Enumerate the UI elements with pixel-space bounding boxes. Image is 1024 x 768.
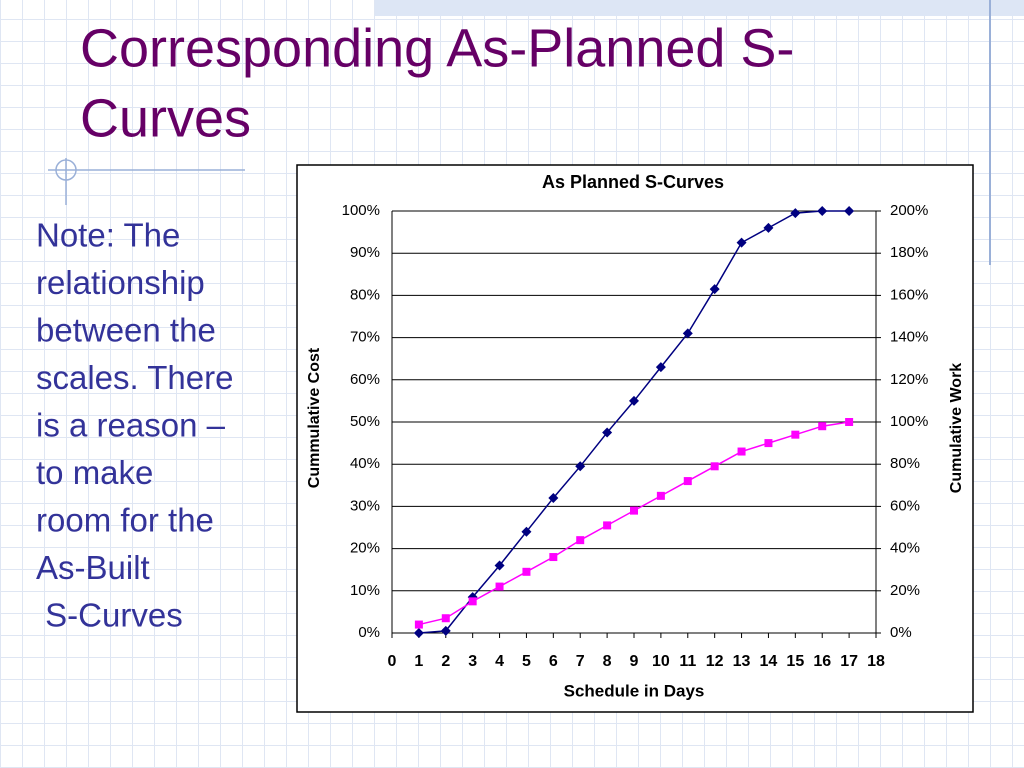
x-axis-label: Schedule in Days <box>564 681 705 700</box>
x-tick-label: 6 <box>549 653 558 670</box>
marker <box>576 536 585 545</box>
y2-tick-label: 20% <box>890 582 920 599</box>
marker <box>495 582 504 591</box>
marker <box>603 521 612 530</box>
marker <box>494 560 505 571</box>
x-tick-label: 9 <box>630 653 639 670</box>
y-tick-label: 20% <box>350 540 380 557</box>
marker <box>413 628 424 638</box>
marker <box>683 477 692 486</box>
x-tick-label: 17 <box>840 653 858 670</box>
note-text: scales. There <box>36 359 233 396</box>
marker <box>548 492 559 503</box>
note-text: S-Curves <box>36 597 183 634</box>
y-tick-label: 50% <box>350 413 380 430</box>
marker <box>522 567 531 576</box>
marker <box>817 206 828 216</box>
x-tick-label: 10 <box>652 653 670 670</box>
x-tick-label: 2 <box>441 653 450 670</box>
y-tick-label: 10% <box>350 582 380 599</box>
marker <box>737 447 746 456</box>
x-tick-label: 8 <box>603 653 612 670</box>
x-tick-label: 11 <box>679 653 696 670</box>
marker <box>629 395 639 406</box>
marker <box>791 430 800 439</box>
y2-tick-label: 140% <box>890 329 928 346</box>
note-text: to make <box>36 454 153 491</box>
x-tick-label: 18 <box>867 653 885 670</box>
marker <box>710 462 719 471</box>
chart-title: As Planned S-Curves <box>542 172 724 192</box>
x-tick-label: 5 <box>522 653 531 670</box>
y2-tick-label: 100% <box>890 413 928 430</box>
x-tick-label: 0 <box>388 653 397 670</box>
marker <box>845 418 854 426</box>
y-axis-label: Cummulative Cost <box>306 347 323 488</box>
chart-frame <box>296 164 974 713</box>
marker <box>575 461 586 472</box>
marker <box>630 506 638 515</box>
decor-band <box>375 0 1024 16</box>
marker <box>818 422 827 431</box>
slide-title: Corresponding As-Planned S- <box>80 18 794 78</box>
note-text: Note: The <box>36 217 180 254</box>
marker <box>656 491 665 500</box>
marker <box>602 427 613 438</box>
y2-tick-label: 0% <box>890 624 912 641</box>
marker <box>844 206 855 216</box>
note-text: As-Built <box>36 549 150 586</box>
y2-tick-label: 40% <box>890 540 920 557</box>
y2-axis-label: Cumulative Work <box>948 363 965 494</box>
marker <box>549 553 558 562</box>
marker <box>764 439 773 448</box>
marker <box>414 620 423 629</box>
y2-tick-label: 80% <box>890 455 920 472</box>
slide-title: Curves <box>80 88 251 148</box>
x-tick-label: 13 <box>733 653 751 670</box>
marker <box>682 328 693 339</box>
y2-tick-label: 200% <box>890 202 928 219</box>
y2-tick-label: 60% <box>890 497 920 514</box>
y2-tick-label: 120% <box>890 371 928 388</box>
note-text: relationship <box>36 264 205 301</box>
y-tick-label: 90% <box>350 244 380 261</box>
y-tick-label: 60% <box>350 371 380 388</box>
x-tick-label: 4 <box>495 653 504 670</box>
marker <box>790 208 801 219</box>
marker <box>655 362 666 373</box>
x-tick-label: 14 <box>760 653 778 670</box>
y2-tick-label: 160% <box>890 286 928 303</box>
y-tick-label: 30% <box>350 497 380 514</box>
x-tick-label: 16 <box>813 653 831 670</box>
note-text: between the <box>36 312 216 349</box>
marker <box>441 614 450 623</box>
x-tick-label: 7 <box>576 653 585 670</box>
marker <box>709 284 720 295</box>
x-tick-label: 15 <box>786 653 804 670</box>
marker <box>468 597 477 606</box>
marker <box>763 222 774 233</box>
x-tick-label: 1 <box>414 653 423 670</box>
x-tick-label: 12 <box>706 653 724 670</box>
marker <box>521 526 532 537</box>
marker <box>736 237 747 248</box>
y-tick-label: 70% <box>350 329 380 346</box>
marker <box>440 625 451 636</box>
y-tick-label: 100% <box>342 202 380 219</box>
y-tick-label: 0% <box>358 624 380 641</box>
y2-tick-label: 180% <box>890 244 928 261</box>
y-tick-label: 80% <box>350 286 380 303</box>
x-tick-label: 3 <box>468 653 477 670</box>
y-tick-label: 40% <box>350 455 380 472</box>
note-text: is a reason – <box>36 407 226 444</box>
note-text: room for the <box>36 502 214 539</box>
